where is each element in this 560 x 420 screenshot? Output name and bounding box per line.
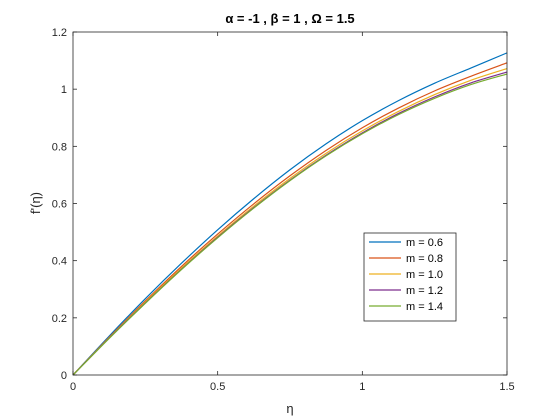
y-tick-label: 0.8 (52, 141, 67, 153)
x-tick-label: 0.5 (210, 381, 225, 393)
axes-layer: 0 0.5 1 1.5 0 0.2 0.4 0.6 0.8 1 1.2 (52, 27, 515, 393)
series-layer (72, 52, 508, 376)
series-line-5 (72, 73, 508, 376)
series-line-2 (72, 62, 508, 376)
y-tick-label: 0.2 (52, 313, 67, 325)
chart-title: α = -1 , β = 1 , Ω = 1.5 (225, 11, 354, 26)
x-tick-label: 1.5 (499, 381, 514, 393)
y-tick-label: 0.6 (52, 199, 67, 211)
x-tick-label: 1 (359, 381, 365, 393)
legend: m = 0.6 m = 0.8 m = 1.0 m = 1.2 m = 1.4 (363, 232, 457, 322)
y-tick-label: 1.2 (52, 27, 67, 39)
legend-entry-label: m = 1.2 (406, 285, 443, 297)
plot-area (73, 32, 507, 375)
x-axis-label: η (286, 401, 293, 416)
y-tick-label: 0 (61, 370, 67, 382)
y-axis-label: f'(η) (28, 192, 43, 214)
series-line-1 (72, 52, 508, 376)
y-tick-label: 0.4 (52, 256, 67, 268)
legend-entry-label: m = 1.4 (406, 301, 443, 313)
x-tick-label: 0 (70, 381, 76, 393)
legend-entry-label: m = 1.0 (406, 269, 443, 281)
legend-entry-label: m = 0.6 (406, 237, 443, 249)
legend-entry-label: m = 0.8 (406, 253, 443, 265)
y-tick-label: 1 (61, 84, 67, 96)
series-line-3 (72, 68, 508, 376)
